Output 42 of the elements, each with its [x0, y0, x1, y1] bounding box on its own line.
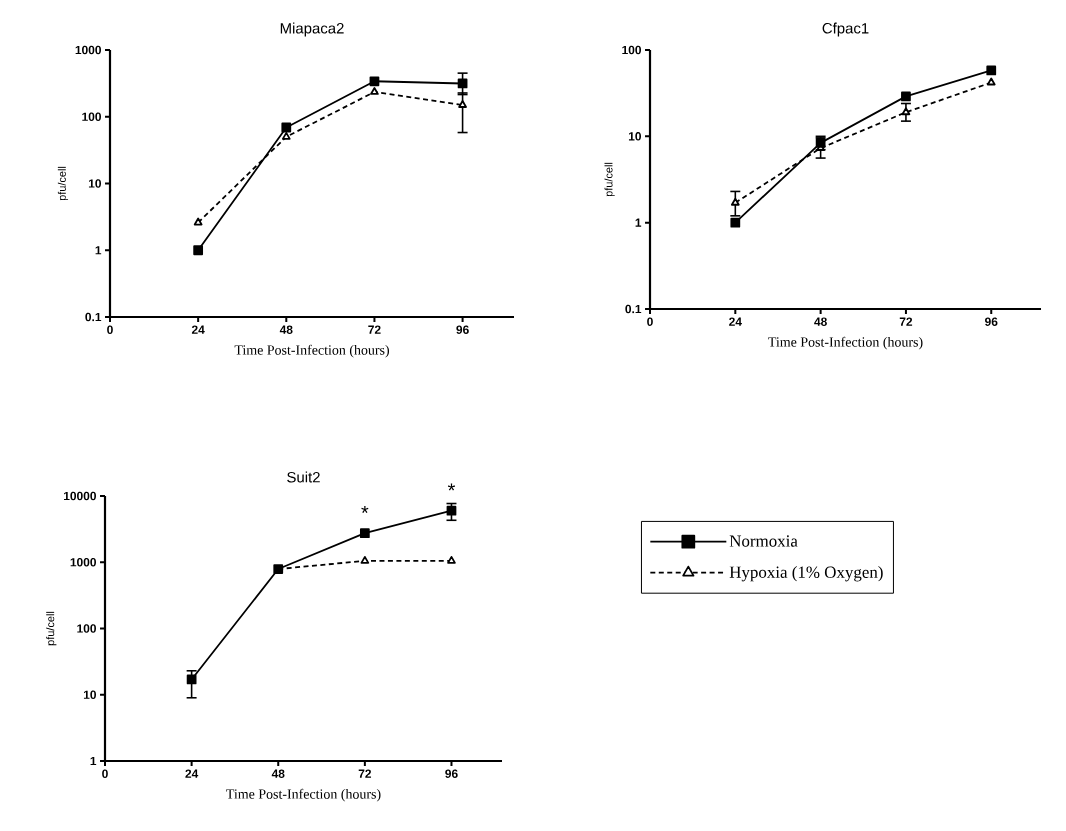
chart-title: Suit2 [287, 471, 320, 483]
x-tick-label: 72 [368, 325, 381, 334]
y-tick-label: 1 [90, 756, 97, 766]
y-tick-label: 100 [82, 112, 101, 121]
x-tick-label: 0 [102, 769, 108, 778]
y-tick-label: 1000 [75, 45, 101, 55]
legend-label: Hypoxia (1% Oxygen) [729, 566, 883, 582]
y-tick-label: 0.1 [85, 312, 102, 322]
x-axis-title: Time Post-Infection (hours) [768, 336, 923, 350]
x-tick-label: 24 [191, 325, 205, 334]
x-tick-label: 72 [899, 317, 913, 326]
x-tick-label: 24 [185, 769, 199, 778]
y-tick-label: 1000 [70, 558, 96, 567]
annotation: * [447, 483, 456, 491]
x-tick-label: 96 [985, 317, 998, 326]
x-tick-label: 48 [271, 769, 285, 778]
x-tick-label: 72 [358, 769, 372, 778]
y-tick-label: 0.1 [625, 304, 642, 314]
y-tick-label: 10 [88, 179, 102, 188]
x-tick-label: 96 [456, 325, 469, 334]
y-tick-label: 100 [77, 624, 96, 633]
x-tick-label: 24 [729, 317, 742, 326]
x-tick-label: 48 [814, 317, 827, 326]
y-tick-label: 1 [635, 218, 642, 227]
y-axis-title: pfu/cell [46, 611, 57, 646]
y-tick-label: 10000 [64, 491, 96, 501]
x-tick-label: 0 [107, 325, 113, 334]
y-tick-label: 10 [83, 690, 96, 699]
y-tick-label: 100 [622, 45, 642, 55]
y-tick-label: 10 [628, 132, 642, 141]
x-tick-label: 0 [647, 317, 653, 326]
y-axis-title: pfu/cell [604, 162, 615, 197]
x-tick-label: 96 [445, 769, 458, 778]
annotation: * [361, 505, 369, 513]
chart-title: Miapaca2 [280, 22, 344, 37]
x-axis-title: Time Post-Infection (hours) [234, 344, 389, 358]
y-axis-title: pfu/cell [57, 166, 69, 201]
legend-label: Normoxia [729, 535, 798, 547]
x-axis-title: Time Post-Infection (hours) [226, 788, 381, 802]
chart-title: Cfpac1 [822, 22, 869, 37]
x-tick-label: 48 [279, 325, 293, 334]
y-tick-label: 1 [95, 246, 102, 255]
